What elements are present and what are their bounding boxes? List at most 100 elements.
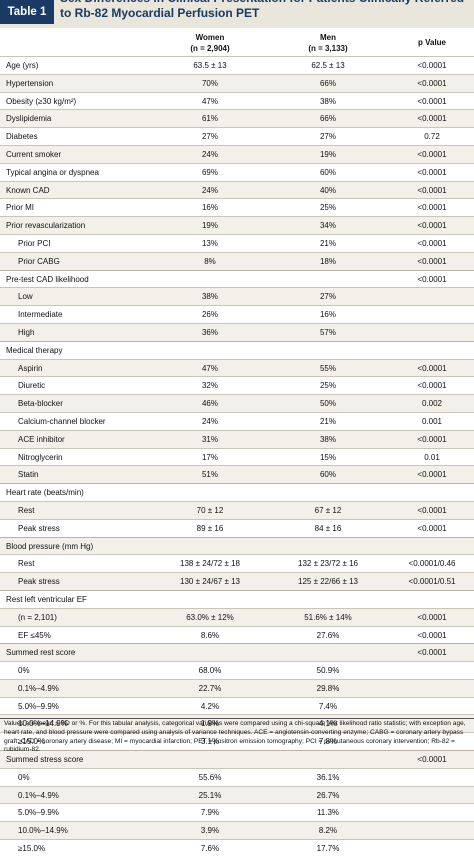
men-value xyxy=(268,484,388,501)
table-row: Known CAD 24% 40% <0.0001 xyxy=(0,180,474,199)
women-value: 24% xyxy=(201,416,218,426)
women-value: 8% xyxy=(204,256,216,266)
women-column-header: Women (n = 2,904) xyxy=(150,32,270,54)
footnote-text: Values are mean ± SD or %. For this tabu… xyxy=(4,720,466,754)
women-value: 8.6% xyxy=(200,630,220,640)
women-value: 69% xyxy=(201,167,218,177)
p-value: <0.0001 xyxy=(417,381,447,391)
p-value: <0.0001 xyxy=(417,523,447,533)
table-row: EF ≤45% 8.6% 27.6% <0.0001 xyxy=(0,625,474,644)
row-label: Prior revascularization xyxy=(6,221,86,231)
row-label: Hypertension xyxy=(6,78,54,88)
men-value: 60% xyxy=(319,470,336,480)
p-value: <0.0001 xyxy=(417,221,447,231)
women-value: 32% xyxy=(201,381,218,391)
women-value: 22.7% xyxy=(198,683,222,693)
table-row: Rest left ventricular EF xyxy=(0,589,474,608)
row-label: Peak stress xyxy=(18,523,60,533)
men-value xyxy=(268,538,388,555)
p-value xyxy=(395,698,469,715)
women-value: 138 ± 24/72 ± 18 xyxy=(180,559,240,569)
row-label: Known CAD xyxy=(6,185,50,195)
men-value: 27% xyxy=(319,132,336,142)
men-value: 17.7% xyxy=(316,844,340,854)
women-value: 13% xyxy=(201,238,218,248)
p-value: 0.72 xyxy=(424,132,440,142)
p-value: <0.0001 xyxy=(417,434,447,444)
women-value: 16% xyxy=(201,203,218,213)
table-row: Blood pressure (mm Hg) xyxy=(0,536,474,555)
p-value: <0.0001 xyxy=(417,61,447,70)
row-label: Intermediate xyxy=(18,310,63,320)
women-header-n: (n = 2,904) xyxy=(190,44,230,53)
row-label: Summed rest score xyxy=(6,648,76,658)
p-value: 0.01 xyxy=(424,452,440,462)
table-row: (n = 2,101) 63.0% ± 12% 51.6% ± 14% <0.0001 xyxy=(0,607,474,626)
row-label: Peak stress xyxy=(18,577,60,587)
table-title: Sex Differences in Clinical Presentation… xyxy=(60,0,464,20)
men-value: 125 ± 22/66 ± 13 xyxy=(298,577,358,587)
women-value: 70% xyxy=(201,78,218,88)
men-value: 62.5 ± 13 xyxy=(311,61,345,70)
men-value: 8.2% xyxy=(318,826,338,836)
p-value: <0.0001 xyxy=(417,363,447,373)
men-value: 27% xyxy=(319,292,336,302)
women-value: 55.6% xyxy=(198,772,222,782)
women-value xyxy=(150,644,270,661)
table-row: Statin 51% 60% <0.0001 xyxy=(0,465,474,484)
table-row: Prior MI 16% 25% <0.0001 xyxy=(0,198,474,216)
p-value xyxy=(395,840,469,857)
p-value xyxy=(395,769,469,786)
p-value xyxy=(395,342,469,359)
table-row: Aspirin 47% 55% <0.0001 xyxy=(0,358,474,377)
p-value: <0.0001 xyxy=(417,274,447,284)
women-value: 130 ± 24/67 ± 13 xyxy=(180,577,240,587)
table-row: 5.0%–9.9% 7.9% 11.3% xyxy=(0,803,474,821)
row-label: Typical angina or dyspnea xyxy=(6,167,99,177)
women-value: 7.6% xyxy=(200,844,220,854)
men-value: 50.9% xyxy=(316,666,340,676)
p-value xyxy=(395,822,469,839)
row-label: Dyslipidemia xyxy=(6,114,52,124)
table-row: Prior revascularization 19% 34% <0.0001 xyxy=(0,216,474,234)
table-row: Pre-test CAD likelihood <0.0001 xyxy=(0,269,474,288)
men-value xyxy=(268,591,388,608)
p-value: <0.0001 xyxy=(417,114,447,124)
men-value: 4.1% xyxy=(318,719,338,729)
men-value: 29.8% xyxy=(316,683,340,693)
men-value: 66% xyxy=(319,114,336,124)
p-value xyxy=(395,591,469,608)
p-value: <0.0001 xyxy=(417,256,447,266)
table-row: Low 38% 27% xyxy=(0,287,474,306)
men-value: 19% xyxy=(319,149,336,159)
row-label: 5.0%–9.9% xyxy=(18,701,59,711)
row-label: 10.0%–14.9% xyxy=(18,719,68,729)
men-value: 132 ± 23/72 ± 16 xyxy=(298,559,358,569)
women-header-label: Women xyxy=(195,33,225,42)
men-value: 38% xyxy=(319,434,336,444)
women-value: 7.9% xyxy=(200,808,220,818)
table-row: Prior PCI 13% 21% <0.0001 xyxy=(0,233,474,252)
women-value xyxy=(150,342,270,359)
men-value: 18% xyxy=(319,256,336,266)
table-row: Rest 138 ± 24/72 ± 18 132 ± 23/72 ± 16 <0.0… xyxy=(0,554,474,572)
women-value: 47% xyxy=(201,96,218,106)
table-row: Typical angina or dyspnea 69% 60% <0.0001 xyxy=(0,162,474,181)
men-value: 67 ± 12 xyxy=(314,505,342,515)
row-label: Diuretic xyxy=(18,381,46,391)
row-label: Prior PCI xyxy=(18,238,51,248)
women-value: 70 ± 12 xyxy=(196,505,224,515)
table-row: 0% 68.0% 50.9% xyxy=(0,661,474,679)
women-value: 26% xyxy=(201,310,218,320)
men-value: 15% xyxy=(319,452,336,462)
women-value: 3.1% xyxy=(200,737,220,747)
women-value: 46% xyxy=(201,399,218,409)
p-value: <0.0001 xyxy=(417,167,447,177)
table-row: Prior CABG 8% 18% <0.0001 xyxy=(0,251,474,270)
women-value: 17% xyxy=(201,452,218,462)
p-value: <0.0001 xyxy=(417,612,447,622)
table-row: ACE inhibitor 31% 38% <0.0001 xyxy=(0,429,474,448)
men-value: 34% xyxy=(319,221,336,231)
men-value: 66% xyxy=(319,78,336,88)
p-value xyxy=(395,662,469,679)
